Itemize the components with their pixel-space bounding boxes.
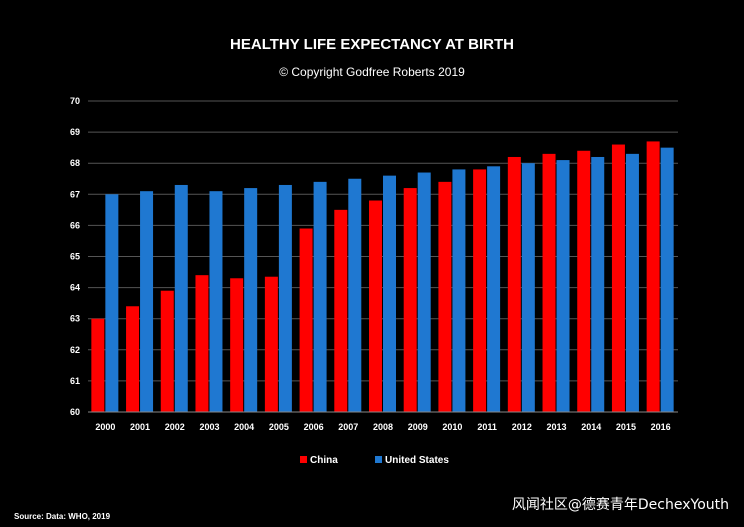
bar-china-2011	[473, 169, 487, 412]
y-tick-label: 60	[70, 407, 80, 417]
y-tick-label: 61	[70, 376, 80, 386]
x-tick-label: 2011	[477, 422, 497, 432]
x-tick-label: 2014	[581, 422, 601, 432]
y-tick-label: 65	[70, 252, 80, 262]
bar-united-states-2003	[209, 191, 223, 412]
bar-china-2000	[91, 318, 105, 412]
bar-china-2003	[195, 275, 209, 412]
watermark: 风闻社区@德赛青年DechexYouth	[512, 497, 729, 513]
x-tick-label: 2016	[651, 422, 671, 432]
x-tick-label: 2005	[269, 422, 289, 432]
y-tick-label: 70	[70, 96, 80, 106]
bar-china-2004	[230, 278, 244, 412]
legend-swatch-united-states	[375, 456, 382, 463]
y-tick-label: 67	[70, 189, 80, 199]
y-tick-label: 68	[70, 158, 80, 168]
bar-united-states-2013	[556, 160, 570, 412]
bar-china-2005	[264, 276, 278, 412]
bar-china-2008	[369, 200, 382, 412]
x-tick-label: 2013	[547, 422, 567, 432]
bar-china-2001	[126, 306, 140, 412]
bar-united-states-2008	[383, 175, 396, 412]
x-tick-label: 2007	[338, 422, 358, 432]
bar-china-2015	[611, 144, 625, 413]
bar-united-states-2014	[591, 156, 605, 412]
x-tick-label: 2002	[165, 422, 185, 432]
bar-united-states-2016	[660, 147, 674, 412]
bar-china-2002	[160, 290, 174, 412]
bar-china-2009	[403, 188, 417, 412]
bar-united-states-2009	[417, 172, 431, 412]
chart-title: HEALTHY LIFE EXPECTANCY AT BIRTH	[230, 36, 514, 53]
bar-china-2007	[334, 209, 348, 412]
source-note: Source: Data: WHO, 2019	[14, 512, 111, 521]
bar-united-states-2004	[244, 188, 258, 412]
y-tick-label: 66	[70, 220, 80, 230]
x-tick-label: 2003	[199, 422, 219, 432]
chart-subtitle: © Copyright Godfree Roberts 2019	[279, 65, 465, 79]
bar-china-2013	[542, 153, 556, 412]
bar-united-states-2007	[348, 178, 362, 412]
x-tick-label: 2008	[373, 422, 393, 432]
legend-label-united-states: United States	[385, 455, 449, 466]
legend-swatch-china	[300, 456, 307, 463]
bar-china-2014	[577, 150, 591, 412]
y-axis-ticks: 60 61 62 63 64 65 66 67 68 69 70	[70, 96, 80, 417]
x-tick-label: 2000	[95, 422, 115, 432]
x-tick-label: 2015	[616, 422, 636, 432]
legend: China United States	[300, 455, 449, 466]
bar-united-states-2010	[452, 169, 466, 412]
bar-china-2010	[438, 181, 452, 412]
bars	[91, 141, 674, 413]
y-tick-label: 69	[70, 127, 80, 137]
bar-united-states-2012	[521, 163, 535, 412]
x-tick-label: 2010	[442, 422, 462, 432]
bar-china-2016	[646, 141, 660, 412]
y-tick-label: 62	[70, 345, 80, 355]
x-axis-ticks: 2000 2001 2002 2003 2004 2005 2006 2007 2008 2009…	[95, 422, 670, 432]
y-tick-label: 63	[70, 314, 80, 324]
y-tick-label: 64	[70, 283, 80, 293]
bar-china-2006	[299, 228, 313, 412]
x-tick-label: 2004	[234, 422, 254, 432]
bar-united-states-2011	[487, 166, 501, 412]
x-tick-label: 2012	[512, 422, 532, 432]
bar-united-states-2015	[625, 153, 639, 412]
x-tick-label: 2006	[304, 422, 324, 432]
bar-united-states-2006	[313, 181, 327, 412]
x-tick-label: 2009	[408, 422, 428, 432]
legend-label-china: China	[310, 455, 338, 466]
bar-united-states-2000	[105, 194, 119, 412]
bar-united-states-2001	[140, 191, 154, 412]
bar-united-states-2002	[174, 184, 188, 412]
x-tick-label: 2001	[130, 422, 150, 432]
bar-china-2012	[507, 156, 521, 412]
bar-united-states-2005	[278, 184, 292, 412]
